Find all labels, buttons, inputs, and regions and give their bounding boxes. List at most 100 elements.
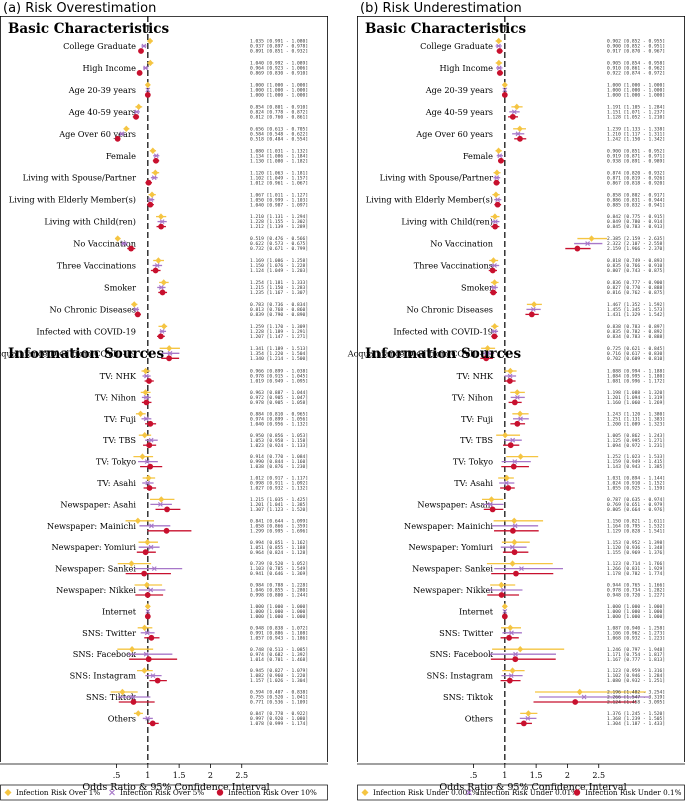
point-estimate-diamond: [495, 37, 502, 45]
point-estimate-diamond: [576, 688, 583, 696]
point-estimate-diamond: [514, 389, 521, 396]
point-estimate-x: [133, 307, 139, 312]
forest-row: TV: Tokyo 1.252 [1.023 - 1.533]1.159 [0.9…: [453, 453, 665, 470]
estimate-value-label: 0.994 [0.851 - 1.162]: [250, 540, 308, 546]
point-estimate-circle: [494, 201, 501, 208]
estimate-value-label: 0.816 [0.762 - 0.875]: [607, 290, 665, 296]
estimate-value-label: 1.000 [1.000 - 1.000]: [250, 88, 308, 94]
point-estimate-circle: [489, 506, 496, 513]
point-estimate-diamond: [507, 624, 514, 631]
point-estimate-circle: [510, 527, 516, 534]
point-estimate-diamond: [166, 345, 173, 352]
estimate-value-label: 1.200 [1.089 - 1.323]: [607, 421, 665, 427]
row-label: High Income: [439, 63, 493, 73]
estimate-value-label: 1.012 [0.961 - 1.067]: [250, 180, 308, 186]
forest-row: No Chronic Diseases 0.783 [0.736 - 0.834]…: [49, 301, 308, 318]
point-estimate-x: [515, 395, 520, 400]
point-estimate-circle: [506, 634, 512, 641]
row-label: SNS: Tiktok: [443, 692, 494, 702]
point-estimate-diamond: [588, 235, 595, 242]
forest-row: College Graduate 0.902 [0.852 - 0.955]0.9…: [420, 37, 665, 55]
point-estimate-x: [148, 587, 154, 593]
estimate-value-label: 0.787 [0.635 - 0.974]: [607, 497, 665, 503]
estimate-value-label: 1.143 [0.943 - 1.385]: [607, 464, 665, 470]
point-estimate-circle: [136, 70, 143, 76]
estimate-value-label: 1.198 [1.088 - 1.320]: [607, 390, 665, 396]
estimate-value-label: 1.000 [1.000 - 1.000]: [250, 614, 308, 620]
point-estimate-x: [518, 416, 523, 422]
point-estimate-diamond: [144, 603, 151, 610]
x-tick-label: 2: [208, 771, 213, 780]
point-estimate-circle: [153, 157, 159, 164]
point-estimate-circle: [498, 157, 504, 164]
estimate-value-label: 0.584 [0.548 - 0.622]: [250, 131, 308, 137]
estimate-value-label: 1.087 [0.940 - 1.258]: [607, 625, 665, 631]
legend-circle-marker: [216, 789, 224, 796]
row-label: Living with Child(ren): [44, 217, 136, 227]
estimate-value-label: 1.201 [1.041 - 1.385]: [250, 502, 308, 508]
row-label: Living with Child(ren): [401, 217, 493, 227]
forest-row: SNS: Facebook 1.246 [0.797 - 1.948]1.171 …: [430, 646, 665, 663]
point-estimate-diamond: [142, 389, 149, 396]
row-label: SNS: Twitter: [439, 628, 493, 638]
forest-row: Age Over 60 years 0.656 [0.613 - 0.705]0.…: [58, 125, 308, 142]
row-label: Age Over 60 years: [58, 129, 136, 139]
point-estimate-diamond: [145, 474, 152, 482]
point-estimate-x: [151, 566, 157, 571]
estimate-value-label: 1.455 [1.345 - 1.573]: [607, 307, 665, 313]
section-title: Basic Characteristics: [365, 21, 526, 37]
point-estimate-circle: [509, 113, 516, 120]
forest-row: Age 20-39 years 1.000 [1.000 - 1.000]1.00…: [68, 81, 308, 99]
estimate-value-label: 0.972 [0.905 - 1.047]: [250, 395, 308, 401]
estimate-value-label: 1.050 [0.999 - 1.103]: [250, 197, 308, 203]
point-estimate-x: [497, 153, 503, 159]
point-estimate-circle: [493, 179, 500, 186]
estimate-value-label: 1.123 [0.959 - 1.316]: [607, 668, 665, 674]
point-estimate-circle: [138, 48, 144, 54]
point-estimate-circle: [506, 677, 513, 684]
estimate-value-label: 1.228 [1.155 - 1.302]: [250, 219, 308, 225]
estimate-value-label: 0.910 [0.861 - 0.962]: [607, 66, 665, 72]
estimate-value-label: 0.978 [0.915 - 1.045]: [250, 374, 308, 380]
estimate-value-label: 0.997 [0.920 - 1.080]: [250, 716, 308, 722]
point-estimate-diamond: [114, 235, 121, 242]
estimate-value-label: 1.239 [1.133 - 1.338]: [607, 126, 665, 132]
row-label: Three Vaccinations: [414, 261, 493, 271]
estimate-value-label: 0.835 [0.766 - 0.910]: [607, 263, 665, 269]
row-label: TV: Asahi: [454, 478, 493, 488]
estimate-value-label: 1.027 [0.932 - 1.132]: [250, 486, 308, 492]
estimate-value-label: 0.824 [0.778 - 0.872]: [250, 109, 308, 115]
point-estimate-x: [159, 219, 165, 224]
forest-row: TV: Fuji 0.884 [0.810 - 0.965]0.974 [0.89…: [104, 410, 308, 427]
estimate-value-label: 1.040 [0.956 - 1.132]: [250, 421, 308, 427]
estimate-value-label: 1.080 [0.932 - 1.251]: [607, 678, 665, 684]
estimate-value-label: 0.818 [0.749 - 0.893]: [607, 258, 665, 264]
estimate-value-label: 1.014 [0.701 - 1.468]: [250, 657, 308, 663]
row-label: TV: Nihon: [452, 392, 494, 402]
point-estimate-diamond: [513, 103, 520, 111]
estimate-value-label: 1.084 [0.995 - 1.180]: [607, 374, 665, 380]
point-estimate-diamond: [531, 301, 538, 308]
estimate-value-label: 1.228 [1.189 - 1.291]: [250, 329, 308, 335]
estimate-value-label: 1.035 [0.991 - 1.080]: [250, 39, 308, 45]
point-estimate-x: [484, 350, 490, 356]
estimate-value-label: 0.917 [0.870 - 0.967]: [607, 49, 665, 55]
legend-circle-marker: [573, 789, 581, 796]
row-label: TV: TBS: [460, 435, 493, 445]
estimate-value-label: 0.716 [0.617 - 0.830]: [607, 351, 665, 357]
forest-row: SNS: Twitter 1.087 [0.940 - 1.258]1.106 […: [439, 624, 665, 641]
point-estimate-circle: [158, 223, 164, 230]
point-estimate-diamond: [507, 367, 514, 375]
estimate-value-label: 1.082 [0.960 - 1.220]: [250, 673, 308, 679]
forest-row: SNS: Tiktok 2.196 [1.482 - 3.254]2.266 [1…: [443, 688, 665, 706]
estimate-value-label: 1.057 [0.943 - 1.186]: [250, 635, 308, 641]
point-estimate-circle: [145, 179, 152, 186]
point-estimate-x: [121, 241, 127, 246]
row-label: Living with Elderly Member(s): [366, 195, 493, 205]
point-estimate-x: [143, 65, 148, 71]
row-label: Age 40-59 years: [425, 107, 493, 117]
point-estimate-diamond: [525, 710, 532, 717]
point-estimate-x: [585, 241, 590, 246]
estimate-value-label: 2.159 [1.966 - 2.370]: [607, 246, 665, 252]
estimate-value-label: 0.966 [0.899 - 1.038]: [250, 369, 308, 375]
